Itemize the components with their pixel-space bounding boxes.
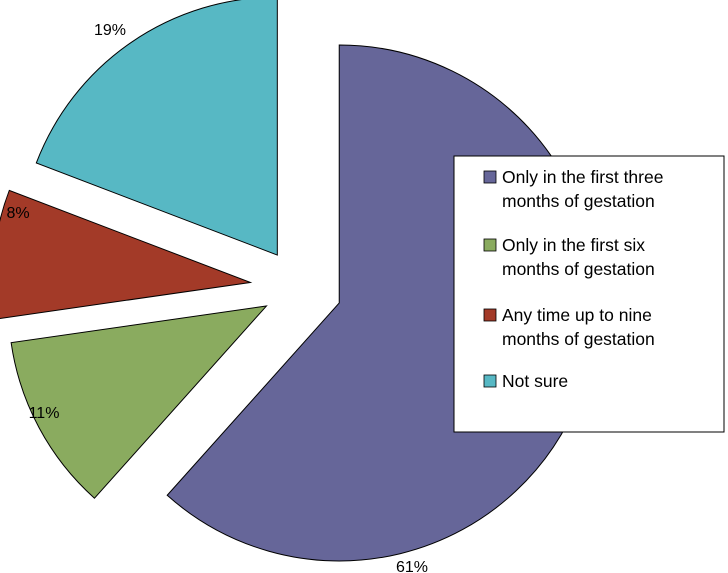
legend-swatch <box>483 170 497 184</box>
legend-label: months of gestation <box>502 259 655 279</box>
legend-label: Not sure <box>502 371 568 391</box>
legend-swatch <box>483 374 497 388</box>
legend: Only in the first three months of gestati… <box>453 155 725 433</box>
legend-entry-first-three-months: Only in the first three months of gestati… <box>483 167 663 211</box>
slice-label-11: 11% <box>29 405 60 422</box>
slice-up-to-nine-months <box>0 189 253 319</box>
legend-swatch <box>483 308 497 322</box>
legend-swatch <box>483 238 497 252</box>
slice-not-sure <box>35 0 278 256</box>
legend-label: Only in the first three <box>502 167 663 187</box>
legend-label: months of gestation <box>502 191 655 211</box>
slice-label-19: 19% <box>94 22 126 39</box>
slice-label-61: 61% <box>396 559 428 573</box>
legend-entry-not-sure: Not sure <box>483 371 568 391</box>
legend-label: Only in the first six <box>502 235 645 255</box>
legend-entry-up-to-nine-months: Any time up to nine months of gestation <box>483 305 655 349</box>
legend-entry-first-six-months: Only in the first six months of gestation <box>483 235 655 279</box>
legend-box <box>453 155 725 433</box>
slice-first-six-months <box>10 305 268 499</box>
legend-label: Any time up to nine <box>502 305 652 325</box>
slice-labels: 61% 11% 8% 19% <box>6 22 428 573</box>
legend-label: months of gestation <box>502 329 655 349</box>
slice-label-8: 8% <box>6 205 29 222</box>
